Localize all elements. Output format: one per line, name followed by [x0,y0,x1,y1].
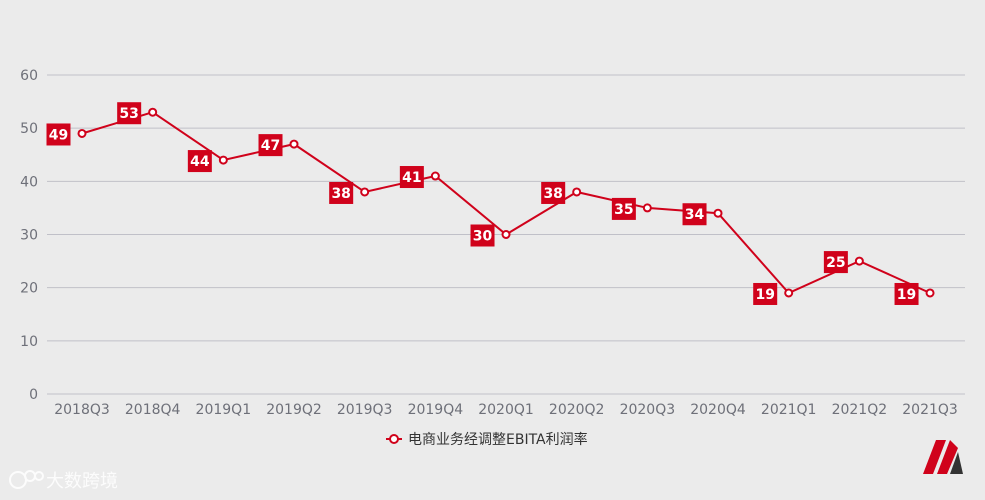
data-label-bg [470,224,495,247]
series-line [81,111,931,295]
data-label-bg [682,203,707,226]
brand-logo-icon [923,440,963,474]
data-label: 19 [755,287,774,303]
data-label: 38 [543,186,562,202]
y-tick-label: 60 [20,68,38,84]
data-point[interactable] [642,203,652,213]
data-labels: 49 53 44 47 38 41 30 38 35 34 19 25 19 [46,102,919,305]
y-tick-label: 20 [20,281,38,297]
data-point[interactable] [360,187,370,197]
data-point[interactable] [925,288,935,298]
y-tick-label: 0 [29,387,38,403]
x-tick-label: 2021Q1 [761,402,817,418]
data-label-bg [258,134,283,157]
y-tick-label: 30 [20,228,38,244]
data-label-bg [541,181,566,204]
data-label: 19 [897,287,916,303]
grid-lines [47,74,965,395]
data-point[interactable] [854,256,864,266]
y-tick-label: 40 [20,174,38,190]
watermark-text: 大数跨境 [46,471,118,492]
data-label: 44 [190,154,210,170]
data-label-bg [117,102,142,125]
data-label: 25 [826,255,845,271]
y-tick-label: 10 [20,334,38,350]
x-tick-label: 2020Q3 [620,402,676,418]
data-label: 38 [331,186,350,202]
x-axis-ticks: 2018Q3 2018Q4 2019Q1 2019Q2 2019Q3 2019Q4 2020… [54,402,958,418]
legend-label: 电商业务经调整EBITA利润率 [408,431,588,448]
legend-marker-icon [389,434,399,444]
data-label-bg [894,282,919,305]
data-label: 35 [614,202,633,218]
data-label-bg [823,251,848,274]
data-label: 47 [261,138,280,154]
watermark: 大数跨境 [9,470,118,492]
data-label: 49 [49,127,68,143]
data-point[interactable] [148,107,158,117]
data-label-bg [399,166,424,189]
x-tick-label: 2021Q2 [832,402,888,418]
data-label: 30 [473,229,493,245]
x-tick-label: 2020Q1 [478,402,534,418]
data-point[interactable] [572,187,582,197]
watermark-logo-icon [9,470,44,489]
data-point[interactable] [218,155,228,165]
x-tick-label: 2020Q4 [690,402,746,418]
data-label-bg [611,197,636,220]
data-label-bg [187,150,212,173]
data-label-bg [46,123,71,146]
x-tick-label: 2019Q4 [408,402,464,418]
legend[interactable]: 电商业务经调整EBITA利润率 [386,431,588,448]
data-label-bg [753,282,778,305]
x-tick-label: 2021Q3 [902,402,958,418]
data-point[interactable] [784,288,794,298]
x-tick-label: 2018Q4 [125,402,181,418]
x-tick-label: 2019Q2 [266,402,322,418]
data-label: 53 [119,106,138,122]
data-point[interactable] [289,139,299,149]
data-label-bg [329,181,354,204]
x-tick-label: 2018Q3 [54,402,110,418]
x-tick-label: 2020Q2 [549,402,605,418]
data-point[interactable] [430,171,440,181]
data-point[interactable] [713,208,723,218]
data-label: 41 [402,170,421,186]
data-label: 34 [685,207,705,223]
x-tick-label: 2019Q3 [337,402,393,418]
series-points [77,107,935,298]
y-tick-label: 50 [20,121,38,137]
y-axis-ticks: 0 10 20 30 40 50 60 [20,68,38,403]
x-tick-label: 2019Q1 [196,402,252,418]
data-point[interactable] [501,230,511,239]
data-point[interactable] [77,128,87,138]
